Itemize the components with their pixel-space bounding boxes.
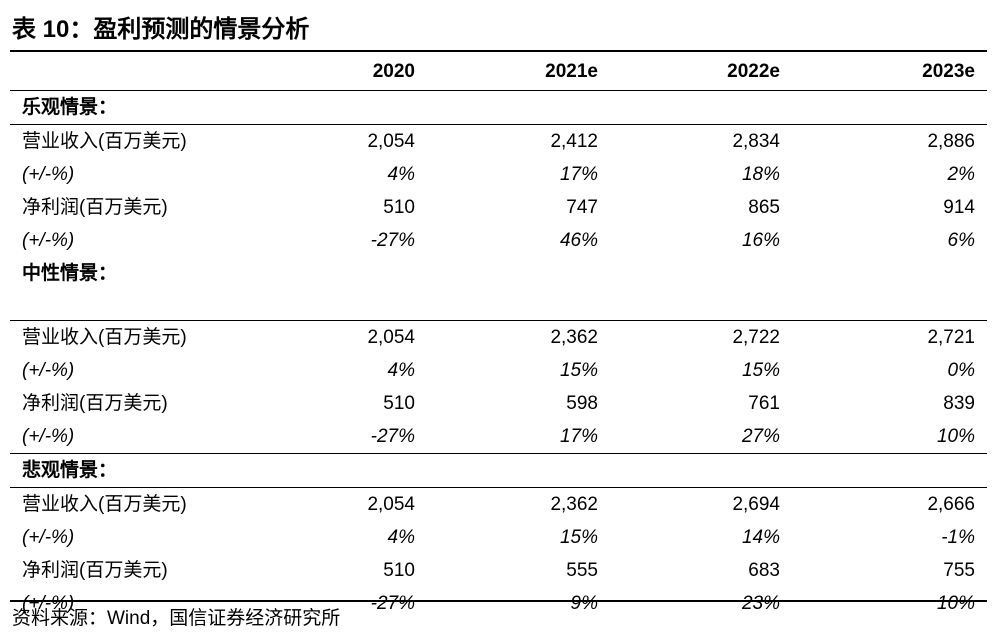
cell-value: 6%: [947, 230, 975, 251]
cell-value: 2,666: [792, 487, 987, 521]
source-note: 资料来源：Wind，国信证券经济研究所: [12, 608, 341, 629]
column-header: [10, 54, 264, 91]
cell-value: 598: [566, 393, 598, 414]
table-row: 净利润(百万美元) 510 598 761 839: [10, 387, 987, 420]
row-label: 净利润(百万美元): [22, 197, 168, 218]
table-row: 营业收入(百万美元) 2,054 2,412 2,834 2,886: [10, 124, 987, 158]
cell-value: 755: [943, 560, 975, 581]
scenario-header-row: 乐观情景：: [10, 90, 987, 125]
cell-value: -27%: [370, 230, 415, 251]
cell-value: -27%: [370, 426, 415, 447]
cell-value: 4%: [387, 164, 415, 185]
bottom-rule: [10, 600, 987, 602]
cell-value: 14%: [741, 527, 780, 548]
cell-value: 510: [383, 393, 415, 414]
table-row: 净利润(百万美元) 510 555 683 755: [10, 554, 987, 587]
column-header: 2020: [372, 61, 415, 82]
cell-value: 17%: [559, 426, 598, 447]
table-row: (+/-%) -27% 9% 23% 10%: [10, 587, 987, 620]
table-title: 表 10：盈利预测的情景分析: [12, 16, 310, 43]
cell-value: 15%: [559, 527, 598, 548]
scenario-name: 悲观情景：: [10, 453, 987, 488]
cell-value: 2,054: [264, 124, 427, 158]
cell-value: 15%: [559, 360, 598, 381]
table-row: (+/-%) 4% 17% 18% 2%: [10, 158, 987, 191]
row-label: (+/-%): [22, 426, 75, 447]
row-label: (+/-%): [22, 527, 75, 548]
cell-value: 2,054: [264, 320, 427, 354]
cell-value: 510: [383, 560, 415, 581]
cell-value: 2,886: [792, 124, 987, 158]
row-label: (+/-%): [22, 360, 75, 381]
cell-value: 2,722: [610, 320, 792, 354]
column-header: 2023e: [922, 61, 975, 82]
cell-value: 10%: [936, 593, 975, 614]
scenario-header-row: 悲观情景：: [10, 453, 987, 488]
cell-value: -27%: [370, 593, 415, 614]
cell-value: 914: [943, 197, 975, 218]
column-header: 2022e: [727, 61, 780, 82]
cell-value: 17%: [559, 164, 598, 185]
cell-value: -1%: [941, 527, 975, 548]
table-row: (+/-%) 4% 15% 15% 0%: [10, 354, 987, 387]
cell-value: 2,412: [427, 124, 610, 158]
cell-value: 761: [748, 393, 780, 414]
cell-value: 18%: [741, 164, 780, 185]
cell-value: 27%: [741, 426, 780, 447]
row-label: 净利润(百万美元): [22, 560, 168, 581]
column-header-row: 2020 2021e 2022e 2023e: [10, 54, 987, 91]
table-row: 净利润(百万美元) 510 747 865 914: [10, 191, 987, 224]
cell-value: 839: [943, 393, 975, 414]
scenario-table: 2020 2021e 2022e 2023e 乐观情景： 营业收入(百万美元) …: [10, 54, 987, 620]
cell-value: 2,054: [264, 487, 427, 521]
column-header: 2021e: [545, 61, 598, 82]
cell-value: 4%: [387, 360, 415, 381]
row-label: 营业收入(百万美元): [10, 320, 264, 354]
cell-value: 510: [383, 197, 415, 218]
row-label: 净利润(百万美元): [22, 393, 168, 414]
table-row: (+/-%) -27% 17% 27% 10%: [10, 420, 987, 454]
cell-value: 23%: [741, 593, 780, 614]
table-row: (+/-%) 4% 15% 14% -1%: [10, 521, 987, 554]
cell-value: 2,834: [610, 124, 792, 158]
cell-value: 2,694: [610, 487, 792, 521]
row-label: 营业收入(百万美元): [10, 124, 264, 158]
table-row: 营业收入(百万美元) 2,054 2,362 2,694 2,666: [10, 487, 987, 521]
cell-value: 747: [566, 197, 598, 218]
title-rule: [10, 50, 987, 52]
cell-value: 15%: [741, 360, 780, 381]
cell-value: 2,362: [427, 320, 610, 354]
cell-value: 555: [566, 560, 598, 581]
row-label: 营业收入(百万美元): [10, 487, 264, 521]
cell-value: 683: [748, 560, 780, 581]
row-label: (+/-%): [22, 593, 75, 614]
spacer-row: [10, 290, 987, 321]
scenario-name: 乐观情景：: [10, 90, 987, 125]
scenario-header-row: 中性情景：: [10, 257, 987, 290]
cell-value: 10%: [936, 426, 975, 447]
cell-value: 46%: [559, 230, 598, 251]
cell-value: 2%: [947, 164, 975, 185]
cell-value: 0%: [947, 360, 975, 381]
scenario-name: 中性情景：: [22, 263, 118, 284]
cell-value: 4%: [387, 527, 415, 548]
row-label: (+/-%): [22, 230, 75, 251]
cell-value: 9%: [570, 593, 598, 614]
table-row: 营业收入(百万美元) 2,054 2,362 2,722 2,721: [10, 320, 987, 354]
row-label: (+/-%): [22, 164, 75, 185]
cell-value: 2,721: [792, 320, 987, 354]
cell-value: 2,362: [427, 487, 610, 521]
cell-value: 865: [748, 197, 780, 218]
cell-value: 16%: [741, 230, 780, 251]
table-row: (+/-%) -27% 46% 16% 6%: [10, 224, 987, 257]
